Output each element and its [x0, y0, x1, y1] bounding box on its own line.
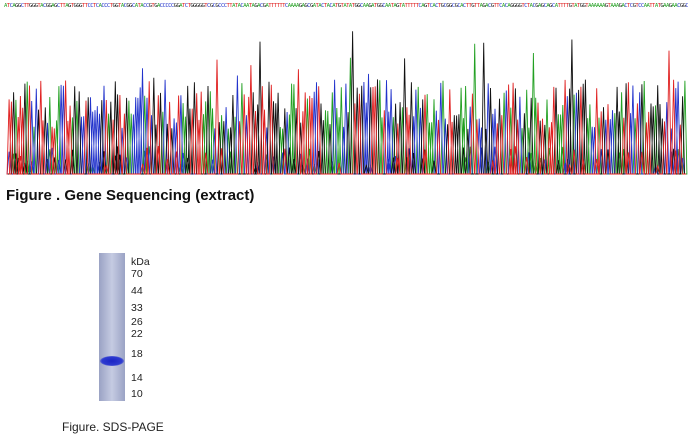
protein-band — [100, 356, 124, 366]
marker-label-26: 26 — [131, 316, 143, 328]
trace-g — [8, 31, 686, 175]
sds-page-caption: Figure. SDS-PAGE — [62, 420, 164, 434]
kda-unit-label: kDa — [131, 256, 150, 268]
marker-label-33: 33 — [131, 302, 143, 314]
trace-a — [8, 43, 688, 175]
marker-label-14: 14 — [131, 372, 143, 384]
trace-t — [6, 50, 686, 175]
marker-label-70: 70 — [131, 268, 143, 280]
sequencing-caption: Figure . Gene Sequencing (extract) — [6, 187, 255, 204]
marker-label-44: 44 — [131, 285, 143, 297]
marker-label-18: 18 — [131, 348, 143, 360]
gel-lane — [99, 253, 125, 401]
sequence-text: ATCAGGCTTGGGTACGGAGCTTAGTGGGTTCCTCACCCTG… — [4, 3, 688, 9]
marker-label-10: 10 — [131, 388, 143, 400]
marker-label-22: 22 — [131, 328, 143, 340]
sequencing-chromatogram: ATCAGGCTTGGGTACGGAGCTTAGTGGGTTCCTCACCCTG… — [0, 0, 692, 180]
gel-lane-background — [99, 253, 125, 401]
trace-c — [6, 68, 686, 175]
chromatogram-traces — [6, 31, 688, 175]
